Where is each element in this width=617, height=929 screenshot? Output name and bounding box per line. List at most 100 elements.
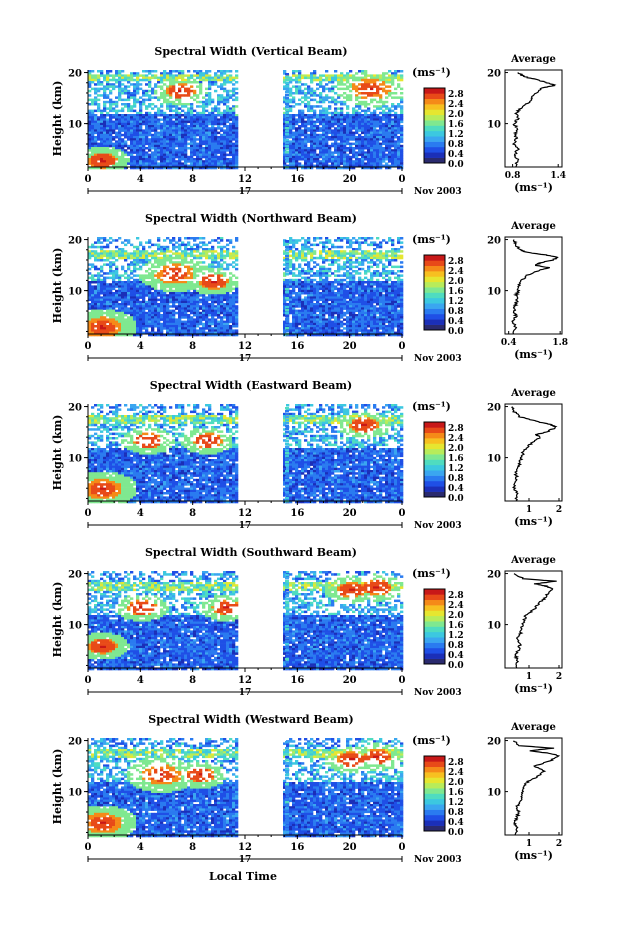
heatmap-cell [115, 110, 118, 113]
heatmap-cell [223, 272, 226, 275]
heatmap-cell [208, 147, 211, 150]
heatmap-cell [361, 118, 364, 121]
heatmap-cell [181, 321, 184, 324]
heatmap-cell [130, 114, 133, 117]
heatmap-cell [346, 158, 349, 161]
heatmap-cell [199, 118, 202, 121]
heatmap-cell [229, 145, 232, 148]
heatmap-cell [304, 77, 307, 80]
heatmap-cell [226, 312, 229, 315]
heatmap-cell [232, 162, 235, 165]
heatmap-cell [190, 259, 193, 262]
heatmap-cell [376, 125, 379, 128]
heatmap-cell [154, 154, 157, 157]
heatmap-cell [121, 127, 124, 130]
heatmap-cell [199, 327, 202, 330]
heatmap-cell [154, 127, 157, 130]
heatmap-cell [178, 151, 181, 154]
heatmap-cell [151, 88, 154, 91]
heatmap-cell [298, 162, 301, 165]
heatmap-cell [385, 156, 388, 159]
heatmap-cell [316, 129, 319, 132]
heatmap-cell [97, 252, 100, 255]
heatmap-cell [172, 88, 175, 91]
heatmap-cell [190, 123, 193, 126]
heatmap-cell [115, 325, 118, 328]
heatmap-cell [112, 305, 115, 308]
heatmap-cell [112, 279, 115, 282]
heatmap-cell [355, 90, 358, 93]
heatmap-cell [202, 261, 205, 264]
heatmap-cell [130, 285, 133, 288]
heatmap-cell [373, 154, 376, 157]
heatmap-cell [331, 88, 334, 91]
heatmap-cell [322, 101, 325, 104]
heatmap-cell [364, 125, 367, 128]
heatmap-cell [103, 149, 106, 152]
heatmap-cell [133, 259, 136, 262]
heatmap-cell [154, 96, 157, 99]
heatmap-cell [364, 158, 367, 161]
heatmap-cell [172, 110, 175, 113]
heatmap-cell [100, 318, 103, 321]
heatmap-cell [184, 112, 187, 115]
heatmap-cell [181, 257, 184, 260]
heatmap-cell [199, 160, 202, 163]
heatmap-cell [295, 143, 298, 146]
heatmap-cell [100, 257, 103, 260]
heatmap-cell [208, 257, 211, 260]
heatmap-cell [232, 112, 235, 115]
heatmap-cell [235, 116, 238, 119]
heatmap-cell [202, 312, 205, 315]
heatmap-cell [112, 329, 115, 332]
heatmap-cell [388, 81, 391, 84]
heatmap-cell [187, 244, 190, 247]
heatmap-cell [169, 140, 172, 143]
heatmap-cell [325, 79, 328, 82]
heatmap-cell [388, 160, 391, 163]
heatmap-cell [106, 132, 109, 135]
heatmap-cell [130, 281, 133, 284]
heatmap-cell [208, 303, 211, 306]
heatmap-cell [229, 294, 232, 297]
heatmap-cell [157, 303, 160, 306]
heatmap-cell [214, 81, 217, 84]
heatmap-cell [343, 92, 346, 95]
heatmap-cell [313, 160, 316, 163]
heatmap-cell [94, 162, 97, 165]
heatmap-cell [127, 299, 130, 302]
heatmap-cell [109, 241, 112, 244]
heatmap-cell [313, 129, 316, 132]
heatmap-cell [94, 303, 97, 306]
heatmap-cell [169, 259, 172, 262]
heatmap-cell [235, 151, 238, 154]
heatmap-cell [115, 310, 118, 313]
heatmap-cell [193, 118, 196, 121]
heatmap-cell [205, 145, 208, 148]
heatmap-cell [391, 77, 394, 80]
heatmap-cell [151, 143, 154, 146]
heatmap-cell [187, 110, 190, 113]
heatmap-cell [397, 136, 400, 139]
heatmap-cell [109, 132, 112, 135]
heatmap-cell [109, 305, 112, 308]
heatmap-cell [175, 74, 178, 77]
heatmap-cell [349, 160, 352, 163]
heatmap-cell [205, 283, 208, 286]
heatmap-cell [103, 145, 106, 148]
heatmap-cell [181, 316, 184, 319]
heatmap-cell [211, 310, 214, 313]
heatmap-cell [127, 288, 130, 291]
heatmap-cell [235, 70, 238, 73]
heatmap-cell [285, 85, 289, 88]
heatmap-cell [184, 83, 187, 86]
heatmap-cell [235, 99, 238, 102]
colorbar-segment [424, 126, 445, 132]
heatmap-cell [187, 94, 190, 97]
heatmap-cell [157, 156, 160, 159]
heatmap-cell [205, 101, 208, 104]
heatmap-cell [127, 123, 130, 126]
heatmap-cell [178, 147, 181, 150]
heatmap-cell [163, 129, 166, 132]
heatmap-cell [181, 132, 184, 135]
